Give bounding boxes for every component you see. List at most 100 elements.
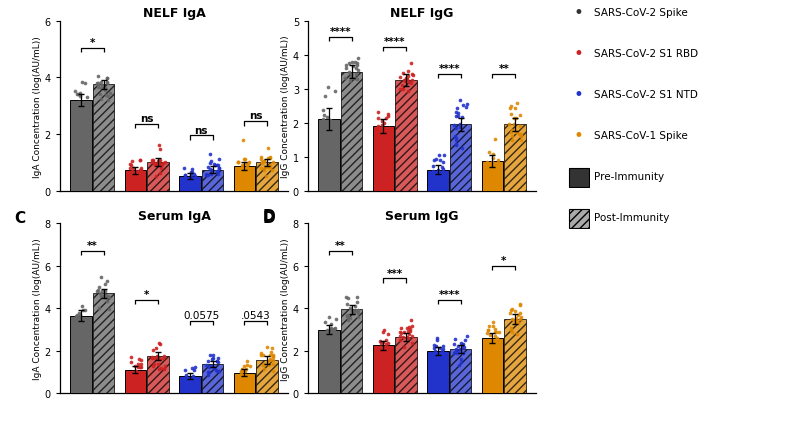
Point [378,120,390,127]
Point [100,79,113,86]
Bar [234,373,255,393]
Point [381,353,394,359]
Bar [427,170,449,191]
Point [454,98,466,104]
Point [322,314,335,321]
Point [126,169,139,176]
Point [371,136,384,143]
Point [78,320,91,327]
Point [148,162,161,169]
Point [210,367,223,374]
Point [450,350,463,357]
Point [426,351,438,358]
Point [340,62,353,69]
Point [154,157,166,163]
Text: •: • [574,86,583,104]
Point [341,312,354,319]
Point [371,347,384,353]
Point [70,91,83,98]
Point [81,329,94,335]
Point [437,343,450,350]
Point [461,101,474,108]
Point [178,375,190,382]
Point [324,325,337,332]
Point [211,357,224,364]
Point [428,362,441,369]
Point [103,293,116,300]
Text: •: • [574,126,583,144]
Point [266,357,279,364]
Point [375,123,388,129]
Point [186,374,198,381]
Point [509,308,522,315]
Point [450,125,462,132]
Point [74,100,87,107]
Text: 0.0575: 0.0575 [183,310,219,320]
Point [374,344,386,350]
Point [72,92,85,98]
Point [338,75,351,82]
Text: **: ** [498,64,509,74]
Point [98,292,111,299]
Point [484,183,497,190]
Point [480,330,493,337]
Text: ****: **** [384,37,406,47]
Point [380,138,393,145]
Point [77,307,90,314]
Bar [482,338,503,393]
Bar [179,177,201,191]
Point [480,164,493,171]
Point [515,133,528,140]
Point [135,364,148,371]
Point [504,310,517,317]
Point [350,71,362,78]
Point [378,345,391,352]
Point [430,156,442,163]
Point [406,323,418,330]
Point [158,363,171,370]
Point [204,151,217,158]
Point [153,366,166,373]
Point [69,89,82,95]
Point [484,332,497,338]
Point [405,81,418,88]
Point [450,346,462,353]
Point [152,158,165,165]
Point [382,340,394,347]
Point [349,60,362,67]
Point [256,362,269,369]
Point [101,277,114,284]
Point [178,376,190,383]
Point [79,307,92,313]
Point [505,329,518,335]
Point [382,348,395,355]
Point [76,330,89,337]
Point [210,357,223,364]
Point [401,333,414,340]
Point [406,340,418,347]
Point [504,111,517,118]
Point [242,160,255,166]
Bar [125,370,146,393]
Bar [318,330,340,393]
Point [258,158,270,165]
Point [394,330,407,337]
Point [377,339,390,346]
Point [236,138,249,144]
Point [126,165,139,172]
Point [454,359,467,366]
Point [69,321,82,328]
Point [239,368,252,375]
Point [255,160,268,167]
Bar [373,346,394,393]
Point [133,157,146,164]
Point [92,84,105,91]
Point [426,168,439,175]
Point [375,132,388,138]
Point [452,111,465,117]
Point [202,172,215,179]
Point [456,103,469,110]
Point [235,172,248,179]
Point [102,294,115,301]
Point [448,122,461,129]
